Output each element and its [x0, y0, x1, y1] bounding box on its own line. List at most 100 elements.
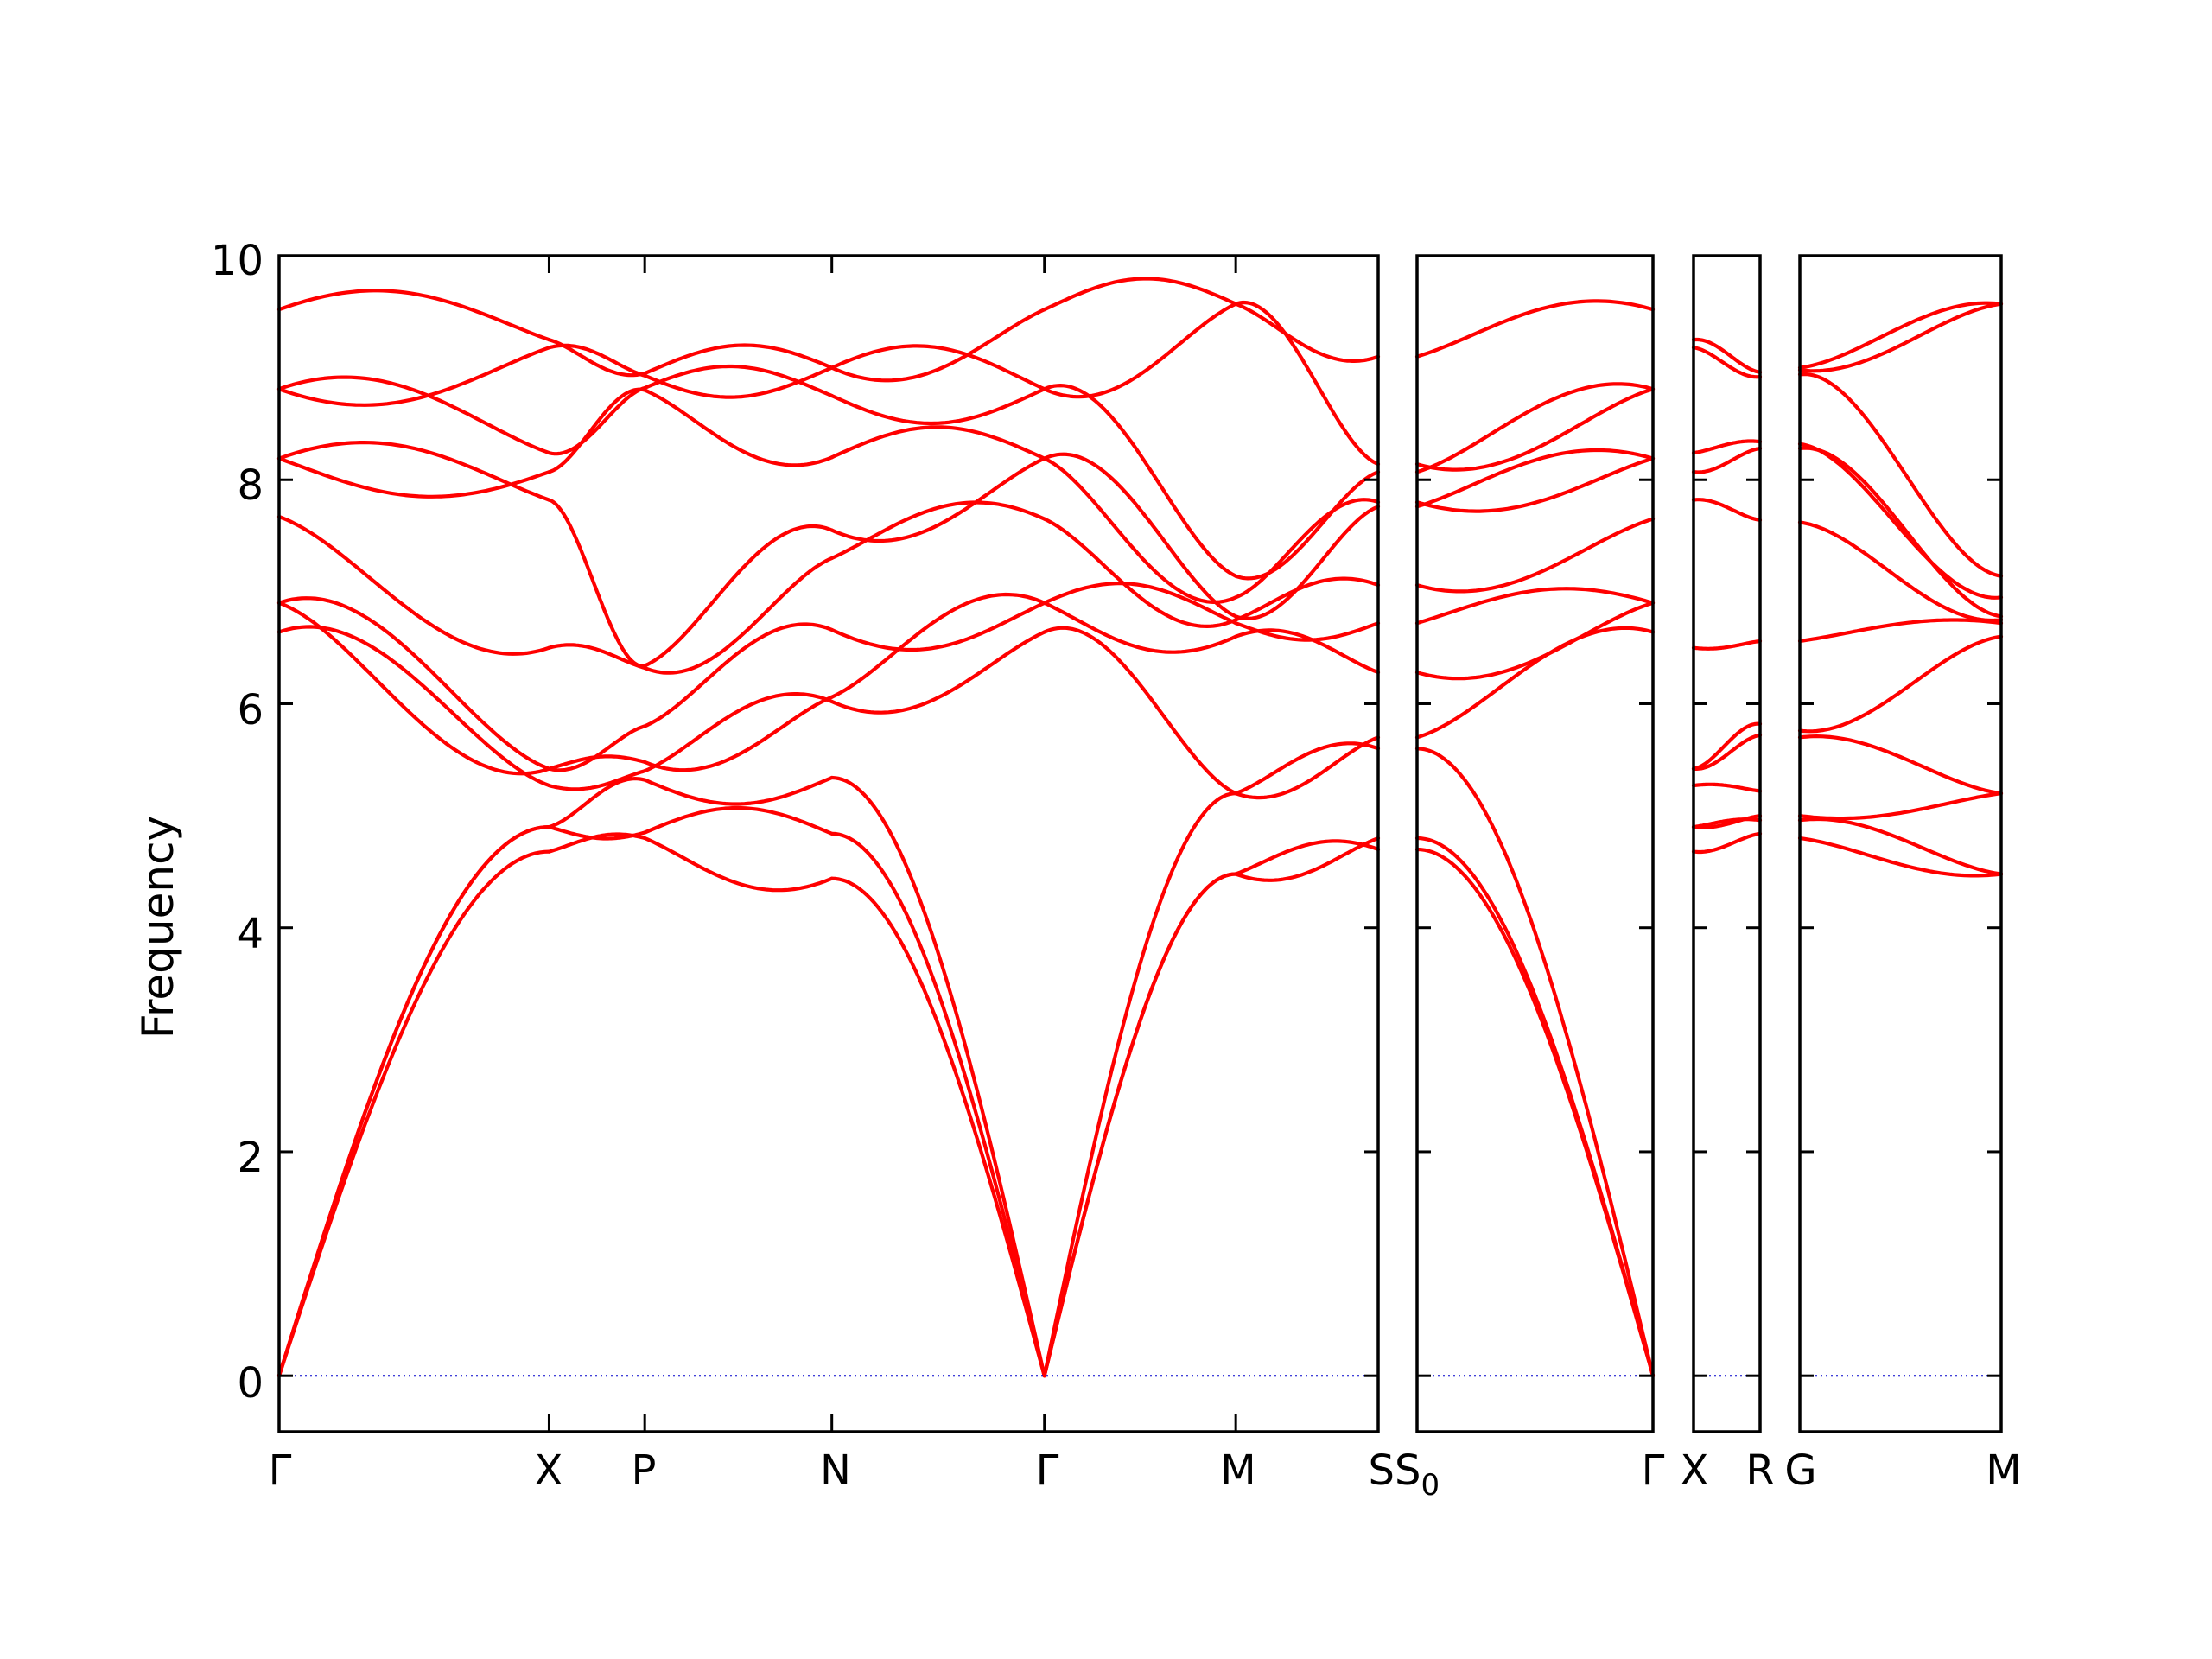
panel-3 — [1691, 254, 1763, 1433]
band-p1-seg4-b4 — [830, 630, 1046, 715]
x-label-p: P — [632, 1446, 657, 1495]
band-p2-seg1-b10 — [1414, 382, 1656, 474]
band-p1-seg2-b8 — [547, 498, 647, 668]
band-p1-seg2-b4 — [547, 769, 647, 791]
band-p1-seg6-b7 — [1234, 576, 1381, 622]
x-label-g: G — [1784, 1446, 1816, 1495]
band-p1-seg5-b9 — [1042, 456, 1238, 604]
band-p1-seg3-b8 — [643, 524, 834, 668]
band-p1-seg4-b7 — [830, 500, 1046, 561]
band-p1-seg4-b1 — [830, 876, 1046, 1378]
panel-1 — [276, 254, 1381, 1433]
band-p1-seg5-b5 — [1042, 601, 1238, 654]
band-p1-seg4-b9 — [830, 425, 1046, 461]
band-p1-seg3-b12 — [643, 343, 834, 376]
band-p1-seg2-b2 — [547, 825, 647, 841]
band-p4-seg1-b12 — [1797, 301, 2004, 370]
x-label-s0-subscript: 0 — [1421, 1468, 1440, 1503]
band-p1-seg2-b3 — [547, 777, 647, 830]
band-p3-seg1-b3 — [1691, 814, 1763, 830]
band-p1-seg4-b6 — [830, 601, 1046, 652]
band-p1-seg2-b12 — [547, 338, 647, 378]
band-p3-seg1-b6 — [1691, 721, 1763, 771]
band-p1-seg6-b4 — [1234, 735, 1381, 800]
y-tick-label-8: 8 — [237, 461, 264, 510]
band-p1-seg6-b10 — [1234, 470, 1381, 581]
band-p2-seg1-b3 — [1414, 747, 1656, 1378]
band-p1-seg5-b1 — [1042, 872, 1238, 1378]
band-p1-seg3-b1 — [643, 836, 834, 893]
x-label-s0: S0 — [1395, 1446, 1440, 1503]
band-p2-seg1-b9 — [1414, 456, 1656, 513]
band-p2-seg1-b6 — [1414, 587, 1656, 626]
panel-2 — [1414, 254, 1656, 1433]
panel-frame — [1415, 254, 1655, 1433]
band-p2-seg1-b12 — [1414, 299, 1656, 359]
band-p1-seg1-b7 — [276, 514, 551, 656]
band-p1-seg6-b1 — [1234, 839, 1381, 876]
band-p1-seg4-b12 — [830, 308, 1046, 383]
x-label-m-1: M — [1220, 1446, 1255, 1495]
band-p1-seg1-b2 — [276, 825, 551, 1378]
band-p1-seg3-b5 — [643, 695, 834, 772]
band-p1-seg1-b1 — [276, 849, 551, 1378]
band-p1-seg4-b5 — [830, 592, 1046, 699]
band-p4-seg1-b3 — [1797, 791, 2004, 821]
band-p1-seg1-b12 — [276, 289, 551, 342]
x-label-gamma-1: Γ — [269, 1446, 292, 1495]
band-p1-seg6-b2 — [1234, 836, 1381, 882]
band-p1-seg3-b6 — [643, 622, 834, 728]
band-p1-seg5-b3 — [1042, 791, 1238, 1378]
band-p1-seg5-b8 — [1042, 452, 1238, 619]
band-p1-seg5-b2 — [1042, 872, 1238, 1378]
band-p1-seg3-b2 — [643, 805, 834, 836]
band-p1-seg1-b9 — [276, 456, 551, 499]
band-p1-seg4-b3 — [830, 775, 1046, 1378]
y-tick-label-0: 0 — [237, 1359, 264, 1408]
band-p2-seg1-b4 — [1414, 626, 1656, 740]
x-label-x-1: X — [535, 1446, 563, 1495]
panel-frame — [1692, 254, 1762, 1433]
band-p3-seg1-b9 — [1691, 446, 1763, 474]
band-p4-seg1-b9 — [1797, 442, 2004, 600]
y-tick-label-6: 6 — [237, 686, 264, 734]
y-tick-labels: 0 2 4 6 8 10 — [211, 237, 264, 1408]
band-p3-seg1-b10 — [1691, 439, 1763, 455]
band-p3-seg1-b1 — [1691, 831, 1763, 855]
y-axis-label: Frequency — [133, 816, 183, 1039]
band-p1-seg4-b8 — [830, 456, 1046, 543]
band-p1-seg6-b6 — [1234, 621, 1381, 642]
band-p1-seg1-b3 — [276, 825, 551, 1378]
band-p2-seg1-b11 — [1414, 387, 1656, 472]
band-p4-seg1-b8 — [1797, 446, 2004, 619]
band-p2-seg1-b5 — [1414, 601, 1656, 681]
band-p1-seg6-b5 — [1234, 628, 1381, 675]
band-p2-seg1-b2 — [1414, 836, 1656, 1378]
band-p1-seg1-b4 — [276, 625, 551, 788]
band-p1-seg5-b4 — [1042, 626, 1238, 796]
band-p1-seg2-b7 — [547, 643, 647, 671]
x-label-r: R — [1745, 1446, 1774, 1495]
x-label-s0-base: S — [1395, 1446, 1421, 1495]
band-p1-seg2-b10 — [547, 385, 647, 456]
band-p3-seg1-b8 — [1691, 498, 1763, 522]
band-p3-seg1-b7 — [1691, 639, 1763, 651]
band-p4-seg1-b5 — [1797, 634, 2004, 734]
y-tick-label-10: 10 — [211, 237, 264, 285]
band-p1-seg4-b11 — [830, 344, 1046, 391]
band-p1-seg3-b9 — [643, 388, 834, 467]
band-p2-seg1-b8 — [1414, 448, 1656, 509]
band-p1-seg6-b8 — [1234, 505, 1381, 620]
band-p4-seg1-b11 — [1797, 302, 2004, 373]
band-p3-seg1-b5 — [1691, 733, 1763, 771]
panel-frame — [1798, 254, 2003, 1433]
band-p1-seg5-b10 — [1042, 384, 1238, 578]
band-p2-seg1-b7 — [1414, 517, 1656, 594]
band-p1-seg5-b7 — [1042, 517, 1238, 628]
band-p1-seg3-b4 — [643, 692, 834, 773]
x-label-s: S — [1369, 1446, 1395, 1495]
band-p1-seg6-b9 — [1234, 498, 1381, 600]
band-p4-seg1-b6 — [1797, 618, 2004, 643]
